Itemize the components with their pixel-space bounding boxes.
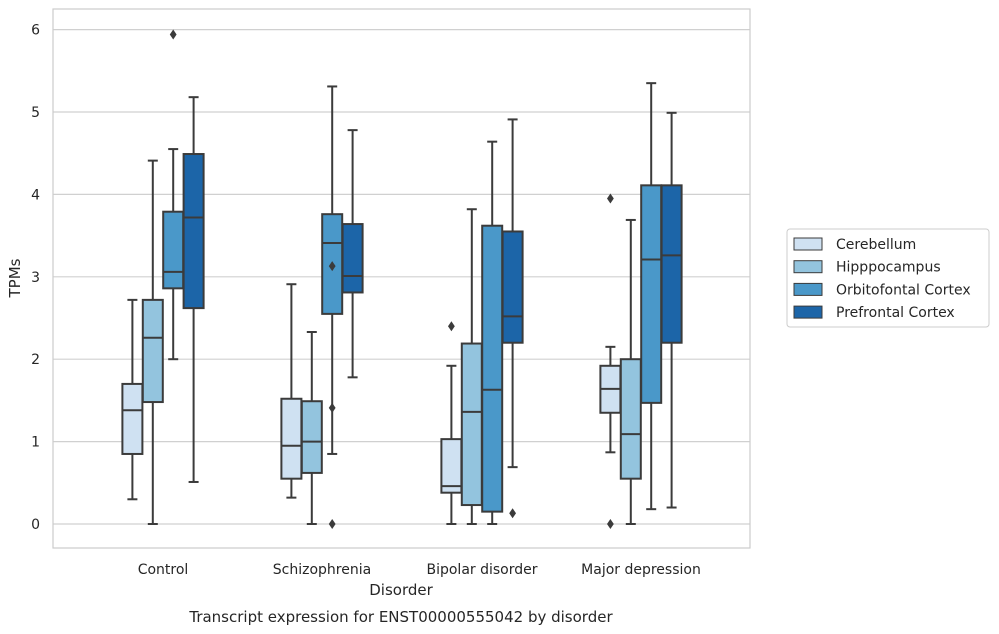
- x-tick-label: Bipolar disorder: [426, 562, 537, 578]
- legend-frame: [786, 228, 990, 328]
- y-tick-label: 0: [31, 517, 40, 533]
- y-tick-label: 1: [31, 435, 40, 451]
- box-group: [300, 331, 323, 525]
- legend-swatch: [793, 237, 823, 251]
- x-tick-label: Schizophrenia: [273, 562, 371, 578]
- outlier-point: [607, 519, 614, 529]
- box-group: [321, 85, 344, 529]
- outlier-point: [448, 321, 455, 332]
- box-group: [141, 159, 164, 525]
- legend-swatch: [793, 305, 823, 319]
- box: [660, 184, 683, 344]
- y-tick-label: 5: [31, 105, 40, 121]
- x-tick-label: Control: [138, 562, 189, 578]
- legend-label: Cerebellum: [836, 237, 916, 253]
- x-tick-label: Major depression: [581, 562, 701, 578]
- legend-label: Hipppocampus: [836, 260, 941, 276]
- chart-title: Transcript expression for ENST0000055504…: [188, 608, 613, 626]
- y-axis-title: TPMs: [6, 258, 24, 298]
- legend: Cerebellum Hipppocampus Orbitofontal Corte…: [786, 228, 990, 328]
- box-group: [501, 118, 524, 519]
- boxes: [121, 29, 683, 529]
- box: [440, 438, 463, 494]
- box-group: [660, 111, 683, 509]
- legend-swatch: [793, 260, 823, 274]
- outlier-point: [607, 193, 614, 204]
- plot-frame: [52, 8, 751, 549]
- y-tick-label: 3: [31, 270, 40, 286]
- box: [640, 184, 663, 404]
- box: [341, 223, 364, 294]
- box: [141, 298, 164, 404]
- box-group: [619, 218, 642, 525]
- box-group: [599, 193, 622, 529]
- box: [182, 153, 205, 310]
- box-group: [121, 298, 144, 501]
- box: [481, 224, 504, 513]
- box: [300, 400, 323, 474]
- y-tick-label: 2: [31, 352, 40, 368]
- outlier-point: [328, 519, 336, 529]
- box: [619, 358, 642, 480]
- legend-label: Orbitofontal Cortex: [836, 282, 971, 298]
- legend-label: Prefrontal Cortex: [836, 305, 955, 321]
- y-tick-label: 4: [31, 187, 40, 203]
- box: [280, 397, 303, 480]
- outlier-point: [328, 261, 336, 272]
- box-group: [162, 29, 185, 361]
- box-group: [460, 208, 483, 525]
- box-group: [341, 129, 364, 379]
- x-tick-labels: Control Schizophrenia Bipolar disorder Majo…: [138, 562, 701, 578]
- box-group: [182, 96, 205, 483]
- box-group: [280, 283, 303, 499]
- box-group: [481, 140, 504, 525]
- y-tick-labels: 0 1 2 3 4 5 6: [31, 23, 40, 533]
- box: [460, 342, 483, 507]
- outlier-point: [509, 508, 516, 519]
- box: [162, 210, 185, 290]
- x-axis-title: Disorder: [369, 581, 433, 599]
- y-tick-label: 6: [31, 23, 40, 39]
- legend-items: Cerebellum Hipppocampus Orbitofontal Corte…: [793, 237, 971, 321]
- box: [121, 382, 144, 455]
- outlier-point: [169, 29, 177, 40]
- box: [501, 230, 524, 344]
- outlier-point: [328, 402, 336, 413]
- legend-swatch: [793, 282, 823, 296]
